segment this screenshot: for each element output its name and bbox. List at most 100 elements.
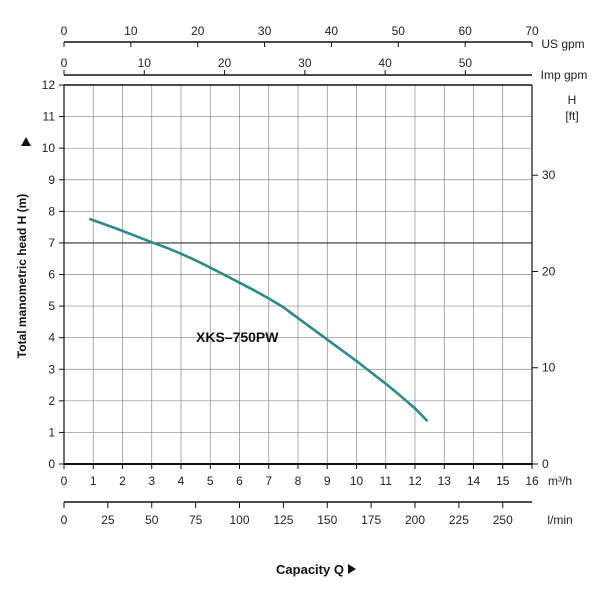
- lmin-tick-label: 50: [145, 513, 159, 527]
- lmin-tick-label: 225: [449, 513, 469, 527]
- y-tick-label: 6: [48, 268, 55, 282]
- series-point: [385, 383, 387, 385]
- usgpm-tick-label: 40: [325, 24, 339, 38]
- lmin-tick-label: 0: [61, 513, 68, 527]
- series-point: [326, 338, 328, 341]
- x-tick-label: 3: [148, 474, 155, 488]
- y-tick-label: 4: [48, 331, 55, 345]
- x-axis-arrow-icon: [348, 564, 356, 574]
- usgpm-unit-label: US gpm: [541, 37, 584, 51]
- series-point: [89, 218, 91, 220]
- y-tick-label: 2: [48, 394, 55, 408]
- series-point: [121, 230, 124, 232]
- y-tick-label: 11: [43, 110, 56, 124]
- ft-tick-label: 0: [542, 457, 549, 471]
- lmin-tick-label: 75: [189, 513, 203, 527]
- series-point: [341, 349, 343, 351]
- lmin-tick-label: 125: [273, 513, 293, 527]
- usgpm-tick-label: 50: [392, 24, 406, 38]
- ft-tick-label: 20: [542, 264, 556, 278]
- y-axis-arrow-icon: [21, 137, 31, 146]
- impgpm-tick-label: 10: [138, 56, 152, 70]
- series-point: [180, 253, 182, 255]
- usgpm-tick-label: 60: [458, 24, 472, 38]
- series-point: [238, 282, 241, 284]
- series-line: [89, 217, 429, 422]
- impgpm-tick-label: 20: [218, 56, 232, 70]
- y-tick-label: 1: [48, 425, 55, 439]
- x-tick-label: 16: [525, 474, 539, 488]
- lmin-tick-label: 200: [405, 513, 425, 527]
- y-tick-label: 9: [48, 173, 55, 187]
- y-axis-title: Total manometric head H (m): [15, 194, 29, 358]
- series-point: [399, 395, 401, 397]
- impgpm-unit-label: Imp gpm: [541, 68, 588, 82]
- lmin-tick-label: 175: [361, 513, 381, 527]
- series-point: [253, 289, 255, 291]
- x-tick-label: 12: [408, 474, 422, 488]
- impgpm-tick-label: 0: [61, 56, 68, 70]
- lmin-unit-label: l/min: [547, 513, 572, 527]
- y-tick-label: 7: [48, 236, 55, 250]
- impgpm-tick-label: 30: [298, 56, 312, 70]
- x-tick-label: 8: [295, 474, 302, 488]
- y-tick-label: 8: [48, 204, 55, 218]
- y-tick-label: 10: [42, 141, 56, 155]
- series-point: [282, 306, 284, 308]
- series-point: [312, 328, 314, 330]
- lmin-tick-label: 25: [101, 513, 115, 527]
- y-tick-label: 5: [48, 299, 55, 313]
- series-point: [355, 360, 358, 362]
- x-tick-label: 10: [350, 474, 364, 488]
- series-point: [426, 419, 428, 422]
- ft-unit-label-ft: [ft]: [565, 109, 578, 123]
- series-point: [151, 241, 153, 243]
- series-point: [268, 297, 270, 300]
- x-tick-label: 0: [61, 474, 68, 488]
- x-tick-label: 11: [380, 474, 393, 488]
- y-tick-label: 12: [42, 78, 56, 92]
- x-tick-label: 1: [90, 474, 97, 488]
- x-tick-label: 15: [496, 474, 510, 488]
- series-point: [297, 317, 299, 319]
- usgpm-tick-label: 10: [124, 24, 138, 38]
- usgpm-tick-label: 30: [258, 24, 272, 38]
- usgpm-tick-label: 20: [191, 24, 205, 38]
- lmin-tick-label: 250: [493, 513, 513, 527]
- impgpm-tick-label: 50: [459, 56, 473, 70]
- usgpm-tick-label: 0: [61, 24, 68, 38]
- lmin-tick-label: 150: [317, 513, 337, 527]
- x-tick-label: 14: [467, 474, 481, 488]
- y-tick-label: 3: [48, 362, 55, 376]
- x-unit-label: m³/h: [548, 474, 572, 488]
- impgpm-tick-label: 40: [378, 56, 392, 70]
- series-point: [209, 266, 211, 269]
- ft-tick-label: 30: [542, 168, 556, 182]
- axis-layer: [21, 41, 538, 574]
- x-tick-label: 9: [324, 474, 331, 488]
- y-tick-label: 0: [48, 457, 55, 471]
- series-point: [107, 224, 109, 227]
- x-tick-label: 5: [207, 474, 214, 488]
- series-point: [370, 371, 372, 374]
- usgpm-tick-label: 70: [525, 24, 539, 38]
- series-point: [414, 407, 416, 410]
- x-tick-label: 7: [265, 474, 272, 488]
- ft-tick-label: 10: [542, 361, 556, 375]
- series-point: [136, 236, 138, 238]
- lmin-tick-label: 100: [229, 513, 249, 527]
- x-tick-label: 2: [119, 474, 126, 488]
- ft-unit-label-h: H: [568, 93, 577, 107]
- model-label: XKS–750PW: [196, 329, 279, 345]
- x-tick-label: 6: [236, 474, 243, 488]
- x-tick-label: 13: [438, 474, 452, 488]
- series-point: [195, 259, 197, 261]
- x-axis-title: Capacity Q: [276, 562, 344, 577]
- series-point: [224, 274, 226, 276]
- series-point: [165, 247, 167, 249]
- x-tick-label: 4: [178, 474, 185, 488]
- grid-layer: [63, 84, 533, 465]
- curve-layer: [89, 217, 429, 422]
